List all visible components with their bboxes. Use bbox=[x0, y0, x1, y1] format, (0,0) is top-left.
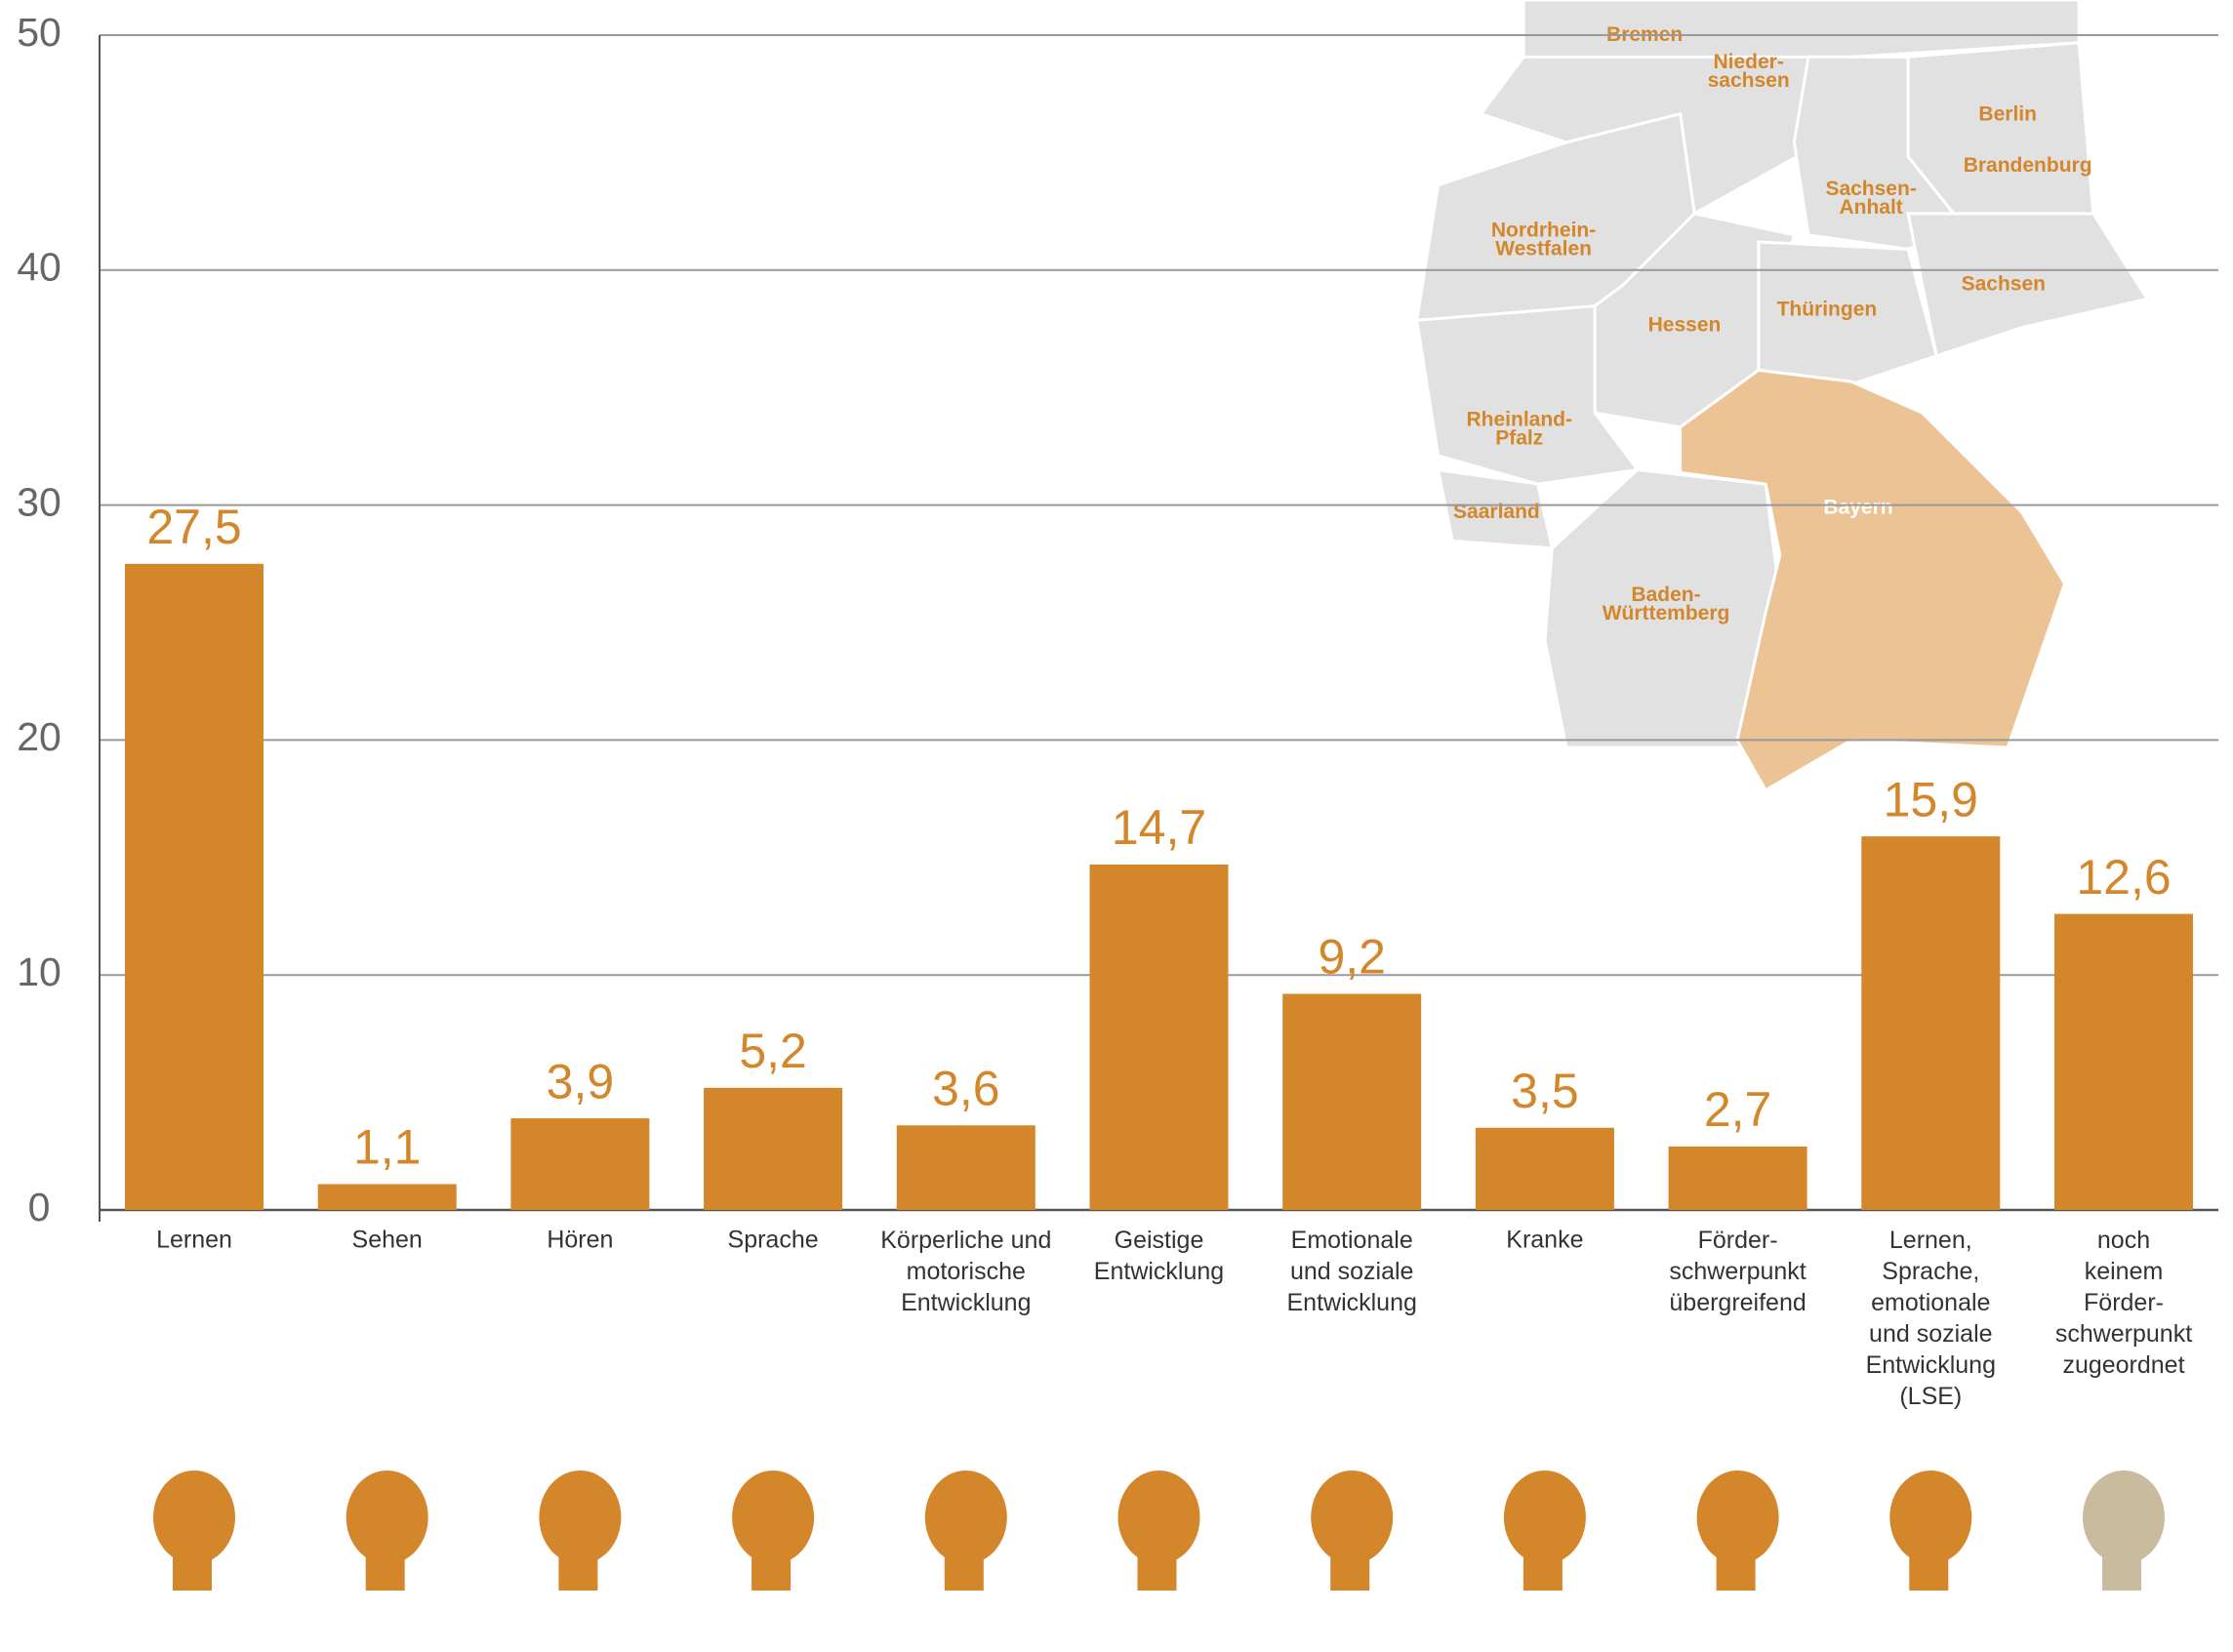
map-label: Berlin bbox=[1978, 103, 2037, 126]
map-label: Rheinland-Pfalz bbox=[1467, 408, 1573, 449]
map-label: Baden-Württemberg bbox=[1603, 583, 1730, 624]
icon-head bbox=[924, 1471, 1007, 1564]
icon-neck bbox=[173, 1551, 212, 1591]
map-label: Sachsen bbox=[1962, 272, 2046, 295]
value-label: 9,2 bbox=[1318, 930, 1386, 985]
x-tick-label: Sprache bbox=[728, 1227, 819, 1254]
x-tick-label: Förder-schwerpunkt übergreifend bbox=[1669, 1227, 1806, 1316]
icon-neck bbox=[1137, 1551, 1177, 1591]
value-label: 2,7 bbox=[1704, 1082, 1772, 1137]
icon-head bbox=[1503, 1471, 1586, 1564]
value-label: 12,6 bbox=[2076, 850, 2171, 905]
bar bbox=[896, 1125, 1035, 1210]
bar bbox=[317, 1184, 457, 1210]
icon-head bbox=[345, 1471, 428, 1564]
value-label: 3,6 bbox=[932, 1062, 1000, 1116]
value-label: 14,7 bbox=[1112, 800, 1206, 855]
y-tick-label: 30 bbox=[17, 479, 61, 524]
x-tick-label: Geistige Entwicklung bbox=[1094, 1227, 1224, 1285]
value-label: 3,9 bbox=[547, 1054, 615, 1108]
value-label: 15,9 bbox=[1884, 772, 1978, 826]
y-tick-label: 20 bbox=[17, 714, 61, 759]
x-tick-label: Hören bbox=[547, 1227, 613, 1254]
map-label: Nieder-sachsen bbox=[1708, 51, 1790, 92]
map-label: Brandenburg bbox=[1964, 154, 2092, 177]
icon-head bbox=[1696, 1471, 1779, 1564]
icon-neck bbox=[558, 1551, 598, 1591]
bar bbox=[2054, 913, 2193, 1210]
icon-neck bbox=[944, 1551, 984, 1591]
x-tick-label: noch keinem Förder-schwerpunkt zugeordnet bbox=[2055, 1227, 2192, 1379]
map-label: Thüringen bbox=[1777, 299, 1878, 321]
y-tick-label: 40 bbox=[17, 245, 61, 290]
icon-head bbox=[732, 1471, 815, 1564]
icon-head bbox=[539, 1471, 622, 1564]
map-region bbox=[1906, 212, 2150, 358]
x-tick-label: Kranke bbox=[1506, 1227, 1583, 1254]
bar bbox=[704, 1087, 843, 1210]
x-tick-label: Sehen bbox=[352, 1227, 423, 1254]
x-tick-label: Lernen, Sprache, emotionale und soziale Entw… bbox=[1866, 1227, 1996, 1410]
map-label: Sachsen-Anhalt bbox=[1825, 178, 1916, 219]
x-tick-label: Körperliche und motorische Entwicklung bbox=[880, 1227, 1051, 1316]
value-label: 27,5 bbox=[146, 500, 241, 554]
value-label: 1,1 bbox=[353, 1120, 422, 1175]
map-region bbox=[1757, 240, 1939, 386]
icon-neck bbox=[2102, 1551, 2141, 1591]
icon-head bbox=[1117, 1471, 1200, 1564]
y-tick-label: 0 bbox=[28, 1185, 51, 1229]
icon-head bbox=[1889, 1471, 1972, 1564]
map-label: Hessen bbox=[1648, 314, 1722, 337]
x-tick-label: Emotionale und soziale Entwicklung bbox=[1286, 1227, 1416, 1316]
bar bbox=[1089, 865, 1229, 1210]
value-label: 3,5 bbox=[1511, 1064, 1579, 1118]
bar bbox=[1282, 993, 1422, 1210]
bar bbox=[510, 1118, 650, 1210]
bar bbox=[125, 563, 264, 1210]
icon-head bbox=[2083, 1471, 2165, 1564]
y-tick-label: 50 bbox=[17, 10, 61, 55]
bar bbox=[1475, 1127, 1614, 1210]
icon-neck bbox=[1716, 1551, 1756, 1591]
icon-neck bbox=[1909, 1551, 1949, 1591]
y-tick-label: 10 bbox=[17, 949, 61, 994]
map-label: Bayern bbox=[1823, 496, 1892, 518]
icon-head bbox=[153, 1471, 235, 1564]
icon-neck bbox=[365, 1551, 405, 1591]
map-label: Saarland bbox=[1453, 501, 1540, 523]
icon-neck bbox=[1330, 1551, 1370, 1591]
x-tick-label: Lernen bbox=[156, 1227, 232, 1254]
map-label: Nordrhein-Westfalen bbox=[1491, 219, 1596, 260]
bar bbox=[1668, 1146, 1807, 1210]
icon-neck bbox=[751, 1551, 792, 1591]
bar bbox=[1861, 836, 2001, 1210]
icon-head bbox=[1311, 1471, 1394, 1564]
icon-neck bbox=[1522, 1551, 1563, 1591]
value-label: 5,2 bbox=[739, 1024, 807, 1078]
